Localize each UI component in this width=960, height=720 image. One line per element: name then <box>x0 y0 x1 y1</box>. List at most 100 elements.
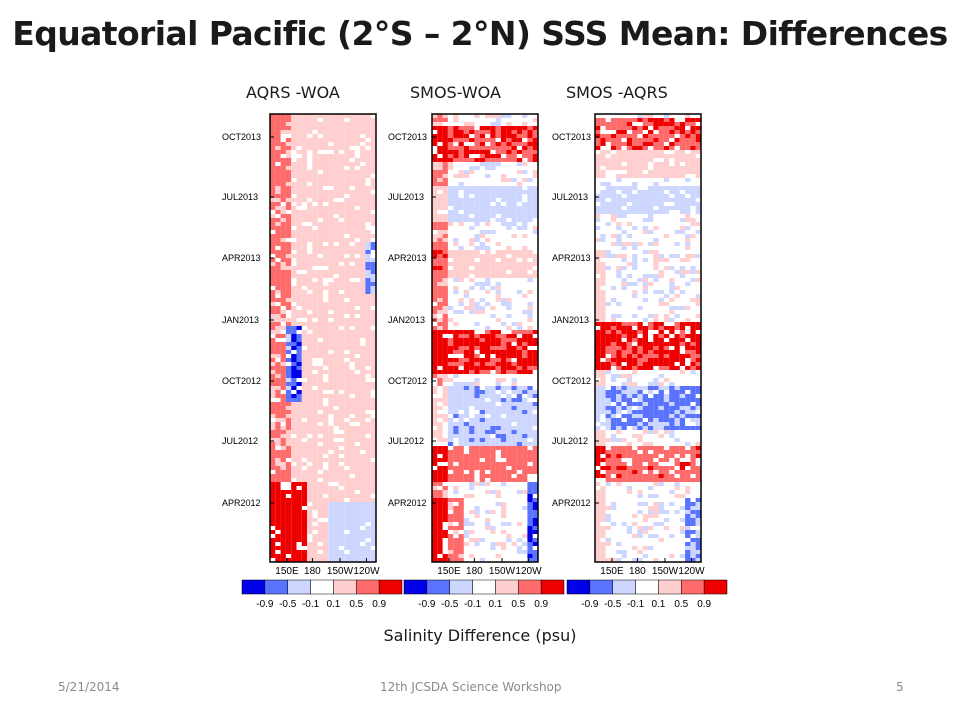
heatmap-cell <box>354 114 361 118</box>
heatmap-cell <box>600 262 606 266</box>
heatmap-cell <box>328 542 334 546</box>
heatmap-cell <box>333 206 339 210</box>
heatmap-cell <box>500 150 507 154</box>
heatmap-cell <box>328 374 334 378</box>
heatmap-cell <box>312 354 318 358</box>
heatmap-cell <box>506 538 512 542</box>
heatmap-cell <box>653 350 659 354</box>
heatmap-cell <box>370 242 376 246</box>
heatmap-cell <box>648 242 654 246</box>
heatmap-cell <box>317 374 323 378</box>
heatmap-cell <box>632 258 638 262</box>
heatmap-cell <box>453 514 459 518</box>
heatmap-cell <box>365 198 371 202</box>
heatmap-cell <box>338 158 345 162</box>
heatmap-cell <box>653 338 659 342</box>
heatmap-cell <box>642 426 648 430</box>
heatmap-cell <box>695 442 701 446</box>
heatmap-cell <box>610 314 617 318</box>
heatmap-cell <box>275 198 281 202</box>
heatmap-cell <box>663 170 670 174</box>
heatmap-cell <box>621 214 627 218</box>
heatmap-cell <box>500 126 507 130</box>
heatmap-cell <box>447 546 454 550</box>
heatmap-cell <box>285 534 292 538</box>
heatmap-cell <box>690 334 696 338</box>
heatmap-cell <box>312 118 318 122</box>
heatmap-cell <box>516 366 523 370</box>
heatmap-cell <box>690 366 696 370</box>
heatmap-cell <box>447 554 454 558</box>
heatmap-cell <box>437 338 443 342</box>
heatmap-cell <box>296 174 302 178</box>
heatmap-cell <box>626 162 633 166</box>
heatmap-cell <box>447 378 454 382</box>
heatmap-cell <box>679 290 686 294</box>
heatmap-cell <box>301 538 308 542</box>
heatmap-cell <box>463 406 470 410</box>
heatmap-cell <box>506 346 512 350</box>
heatmap-cell <box>307 382 313 386</box>
heatmap-cell <box>595 294 601 298</box>
heatmap-cell <box>490 330 496 334</box>
heatmap-cell <box>285 142 292 146</box>
heatmap-cell <box>458 198 464 202</box>
heatmap-cell <box>317 330 323 334</box>
heatmap-cell <box>458 510 464 514</box>
heatmap-cell <box>653 278 659 282</box>
heatmap-cell <box>500 430 507 434</box>
heatmap-cell <box>291 406 297 410</box>
heatmap-cell <box>648 190 654 194</box>
heatmap-cell <box>463 410 470 414</box>
heatmap-cell <box>458 358 464 362</box>
heatmap-cell <box>344 502 350 506</box>
heatmap-cell <box>349 418 355 422</box>
heatmap-cell <box>685 426 691 430</box>
heatmap-cell <box>658 270 664 274</box>
heatmap-cell <box>695 534 701 538</box>
heatmap-cell <box>349 194 355 198</box>
heatmap-cell <box>485 302 491 306</box>
heatmap-cell <box>674 510 680 514</box>
heatmap-cell <box>600 270 606 274</box>
heatmap-cell <box>344 318 350 322</box>
heatmap-cell <box>323 358 329 362</box>
heatmap-cell <box>663 406 670 410</box>
heatmap-cell <box>495 250 501 254</box>
heatmap-cell <box>365 170 371 174</box>
heatmap-cell <box>365 338 371 342</box>
heatmap-cell <box>663 386 670 390</box>
heatmap-cell <box>370 202 376 206</box>
heatmap-cell <box>595 358 601 362</box>
heatmap-cell <box>474 150 480 154</box>
heatmap-cell <box>280 394 286 398</box>
heatmap-cell <box>516 446 523 450</box>
heatmap-cell <box>323 382 329 386</box>
heatmap-cell <box>595 206 601 210</box>
heatmap-cell <box>275 174 281 178</box>
heatmap-cell <box>695 390 701 394</box>
heatmap-cell <box>285 374 292 378</box>
heatmap-cell <box>626 282 633 286</box>
heatmap-cell <box>532 418 538 422</box>
heatmap-cell <box>685 206 691 210</box>
heatmap-cell <box>307 530 313 534</box>
heatmap-cell <box>291 114 297 118</box>
heatmap-cell <box>632 170 638 174</box>
heatmap-cell <box>532 442 538 446</box>
heatmap-cell <box>301 114 308 118</box>
heatmap-cell <box>632 126 638 130</box>
heatmap-cell <box>485 358 491 362</box>
heatmap-cell <box>500 334 507 338</box>
heatmap-cell <box>506 362 512 366</box>
heatmap-cell <box>370 126 376 130</box>
heatmap-cell <box>453 310 459 314</box>
heatmap-cell <box>632 426 638 430</box>
heatmap-cell <box>453 406 459 410</box>
heatmap-cell <box>365 186 371 190</box>
heatmap-cell <box>349 502 355 506</box>
heatmap-cell <box>685 474 691 478</box>
heatmap-cell <box>522 146 528 150</box>
heatmap-cell <box>663 410 670 414</box>
heatmap-cell <box>275 390 281 394</box>
